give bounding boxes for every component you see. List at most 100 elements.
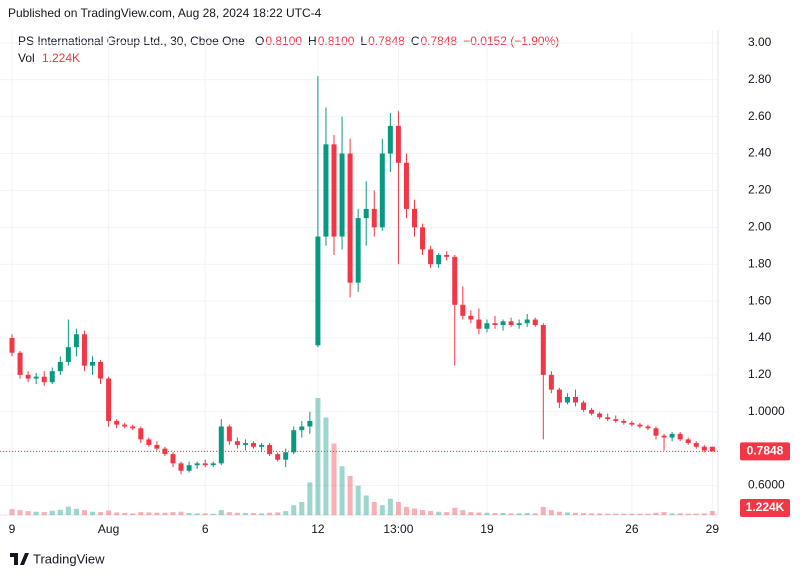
volume-bar	[33, 511, 39, 515]
legend-value: 0.8100	[265, 34, 302, 48]
volume-bar	[81, 510, 87, 515]
volume-bar	[548, 510, 554, 515]
brand-name: TradingView	[33, 551, 105, 566]
candle-body	[307, 420, 313, 427]
volume-value: 1.224K	[42, 51, 80, 65]
legend-value: 0.7848	[420, 34, 457, 48]
volume-bar	[685, 513, 691, 515]
candle-body	[516, 323, 522, 326]
volume-bar	[355, 485, 361, 515]
candle-body	[138, 428, 144, 440]
volume-bar	[339, 466, 345, 515]
volume-bar	[25, 511, 31, 515]
volume-bar	[677, 513, 683, 515]
volume-bar	[17, 510, 23, 515]
candle-body	[556, 389, 562, 403]
candle-body	[589, 409, 595, 414]
candle-body	[41, 376, 47, 383]
volume-bar	[379, 505, 385, 515]
y-tick-label: 1.60	[748, 293, 772, 307]
volume-bar	[114, 512, 120, 515]
candle-body	[653, 428, 659, 436]
y-tick-label: 2.20	[748, 183, 772, 197]
legend-key: C	[411, 34, 420, 48]
volume-bar	[597, 513, 603, 515]
candle-body	[395, 125, 401, 163]
y-tick-label: 2.80	[748, 72, 772, 86]
volume-bar	[323, 417, 329, 515]
candle-body	[468, 315, 474, 320]
volume-bar	[428, 511, 434, 515]
legend-key: O	[255, 34, 264, 48]
volume-bar	[90, 511, 95, 515]
volume-bar	[275, 512, 281, 515]
x-tick-label: 6	[202, 522, 209, 536]
candle-body	[613, 419, 619, 421]
volume-bar	[709, 511, 715, 515]
volume-bar	[581, 513, 587, 515]
volume-bar	[661, 512, 667, 515]
y-tick-label: 2.40	[748, 146, 772, 160]
candle-body	[315, 236, 321, 346]
candle-body	[669, 433, 675, 438]
volume-bar	[210, 513, 216, 515]
volume-bar	[403, 506, 409, 515]
candle-body	[186, 465, 192, 471]
candle-body	[347, 153, 353, 283]
volume-bar	[476, 512, 482, 515]
volume-bar	[589, 513, 595, 515]
volume-bar	[693, 513, 699, 515]
volume-bar	[57, 509, 63, 515]
volume-bar	[122, 513, 128, 515]
volume-bar	[234, 512, 240, 515]
x-tick-label: 13:00	[383, 522, 413, 536]
volume-bar	[41, 512, 47, 515]
candle-body	[508, 321, 514, 326]
volume-bar	[202, 513, 208, 515]
candle-body	[178, 463, 184, 471]
volume-bar	[629, 513, 635, 515]
candle-body	[323, 144, 329, 237]
y-tick-label: 3.00	[748, 35, 772, 49]
candle-body	[677, 433, 683, 440]
candle-body	[122, 424, 128, 427]
published-note: Published on TradingView.com, Aug 28, 20…	[8, 6, 322, 20]
volume-bar	[106, 510, 112, 515]
x-tick-label: 12	[311, 522, 325, 536]
y-tick-label: 1.80	[748, 256, 772, 270]
candle-body	[371, 208, 377, 228]
volume-bar	[605, 513, 611, 515]
volume-bar	[371, 502, 377, 515]
x-tick-label: 19	[480, 522, 494, 536]
candle-body	[476, 319, 482, 329]
volume-bar	[49, 510, 55, 515]
candle-body	[154, 444, 160, 449]
volume-bar	[573, 512, 578, 515]
volume-bar	[412, 508, 417, 515]
volume-bar	[420, 510, 426, 515]
last-price-label: 0.7848	[747, 444, 784, 458]
volume-bar	[73, 508, 79, 515]
legend-change: −0.0152 (−1.90%)	[463, 34, 559, 48]
candle-body	[629, 422, 635, 425]
volume-bar	[701, 513, 707, 515]
candle-body	[428, 249, 434, 265]
candle-body	[621, 420, 627, 423]
candle-body	[202, 463, 208, 466]
volume-bar	[468, 512, 474, 515]
candle-body	[226, 426, 232, 442]
y-tick-label: 1.0000	[748, 404, 785, 418]
volume-bar	[170, 512, 176, 515]
volume-bar	[516, 513, 522, 515]
volume-bar	[307, 482, 313, 515]
volume-bar	[291, 505, 297, 515]
volume-bar	[669, 513, 675, 515]
volume-bar	[315, 398, 321, 515]
candle-body	[701, 446, 707, 451]
candle-body	[420, 227, 426, 250]
volume-bar	[65, 506, 71, 515]
volume-bar	[613, 513, 619, 515]
candle-body	[412, 208, 417, 228]
last-price-badge	[740, 442, 790, 461]
candle-body	[299, 426, 305, 431]
